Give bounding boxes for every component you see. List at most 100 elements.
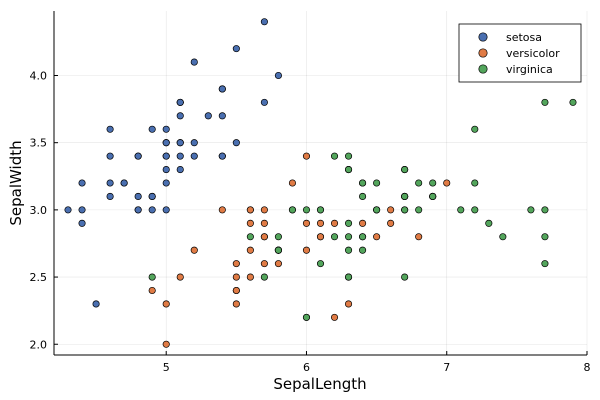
- data-point-setosa: [190, 139, 198, 147]
- x-tick-label: 5: [163, 361, 170, 374]
- data-point-versicolor: [176, 273, 184, 281]
- data-point-setosa: [218, 112, 226, 120]
- data-point-virginica: [330, 233, 339, 241]
- y-tick-label: 4.0: [30, 70, 48, 83]
- data-point-setosa: [176, 152, 184, 160]
- x-axis-title: SepalLength: [273, 375, 366, 393]
- data-point-virginica: [527, 206, 535, 214]
- data-point-versicolor: [260, 260, 268, 268]
- data-point-versicolor: [246, 246, 254, 254]
- series-setosa: [64, 18, 282, 308]
- data-point-setosa: [134, 206, 142, 214]
- data-point-virginica: [401, 166, 409, 174]
- data-point-virginica: [148, 273, 156, 281]
- data-point-setosa: [106, 152, 114, 160]
- data-point-versicolor: [330, 313, 339, 321]
- data-point-versicolor: [387, 206, 395, 214]
- data-point-virginica: [359, 246, 367, 254]
- legend-label-virginica: virginica: [506, 63, 553, 76]
- data-point-virginica: [485, 219, 493, 227]
- data-point-virginica: [471, 125, 479, 133]
- data-point-setosa: [190, 152, 198, 160]
- axes: [53, 11, 587, 356]
- data-point-versicolor: [162, 340, 170, 348]
- data-point-versicolor: [345, 300, 353, 308]
- legend-marker-virginica: [478, 64, 488, 74]
- data-point-setosa: [106, 125, 114, 133]
- legend-label-setosa: setosa: [506, 31, 542, 44]
- data-point-setosa: [134, 152, 142, 160]
- data-point-setosa: [232, 139, 240, 147]
- x-tick-label: 6: [303, 361, 310, 374]
- data-point-versicolor: [260, 206, 268, 214]
- y-tick-label: 3.5: [30, 137, 48, 150]
- data-point-setosa: [274, 71, 282, 80]
- data-point-virginica: [345, 233, 353, 241]
- y-tick-label: 2.5: [30, 271, 48, 284]
- data-point-setosa: [176, 139, 184, 147]
- data-point-versicolor: [148, 286, 156, 295]
- data-point-setosa: [162, 152, 170, 160]
- data-point-setosa: [92, 300, 100, 308]
- data-point-setosa: [260, 98, 268, 106]
- data-point-setosa: [148, 192, 156, 200]
- data-point-setosa: [260, 18, 268, 26]
- data-point-setosa: [78, 206, 86, 214]
- data-point-virginica: [246, 233, 254, 241]
- data-point-setosa: [148, 206, 156, 214]
- data-point-virginica: [373, 179, 381, 187]
- data-point-versicolor: [246, 219, 254, 227]
- data-point-virginica: [541, 233, 549, 241]
- data-point-virginica: [429, 192, 437, 200]
- data-point-versicolor: [415, 233, 423, 241]
- data-point-versicolor: [232, 260, 240, 268]
- x-tick-label: 8: [584, 361, 591, 374]
- data-point-virginica: [345, 273, 353, 281]
- data-point-setosa: [176, 98, 184, 106]
- data-point-versicolor: [260, 233, 268, 241]
- data-point-versicolor: [330, 219, 339, 227]
- data-point-virginica: [316, 260, 325, 268]
- tick-labels: 5 6 7 8 2.0 2.5 3.0 3.5 4.0: [30, 70, 591, 375]
- data-point-virginica: [345, 246, 353, 254]
- legend-marker-setosa: [478, 32, 488, 42]
- data-point-setosa: [106, 192, 114, 200]
- data-point-virginica: [541, 206, 549, 214]
- data-point-versicolor: [302, 152, 311, 160]
- y-axis-title: SepalWidth: [7, 140, 25, 225]
- data-point-setosa: [162, 139, 170, 147]
- data-point-setosa: [162, 206, 170, 214]
- data-point-virginica: [401, 192, 409, 200]
- data-point-setosa: [218, 85, 226, 93]
- data-point-versicolor: [260, 219, 268, 227]
- data-point-versicolor: [218, 206, 226, 214]
- data-point-virginica: [541, 260, 549, 268]
- data-point-virginica: [359, 233, 367, 241]
- data-point-versicolor: [232, 286, 240, 295]
- data-point-virginica: [302, 313, 311, 321]
- data-point-virginica: [569, 98, 577, 106]
- legend-label-versicolor: versicolor: [506, 47, 560, 60]
- data-point-setosa: [134, 192, 142, 200]
- data-point-setosa: [176, 112, 184, 120]
- data-point-versicolor: [387, 219, 395, 227]
- data-point-versicolor: [288, 179, 296, 187]
- data-point-versicolor: [232, 273, 240, 281]
- series-virginica: [148, 98, 577, 321]
- data-point-setosa: [218, 152, 226, 160]
- data-point-versicolor: [373, 233, 381, 241]
- data-point-versicolor: [302, 246, 311, 254]
- x-tick-label: 7: [443, 361, 450, 374]
- data-point-versicolor: [316, 219, 325, 227]
- data-point-virginica: [274, 233, 282, 241]
- legend: setosa versicolor virginica: [458, 23, 582, 83]
- data-point-virginica: [345, 166, 353, 174]
- data-point-virginica: [499, 233, 507, 241]
- data-point-setosa: [232, 45, 240, 53]
- data-point-setosa: [190, 58, 198, 66]
- data-point-setosa: [162, 125, 170, 133]
- data-point-setosa: [120, 179, 128, 187]
- data-point-setosa: [162, 166, 170, 174]
- data-point-virginica: [359, 192, 367, 200]
